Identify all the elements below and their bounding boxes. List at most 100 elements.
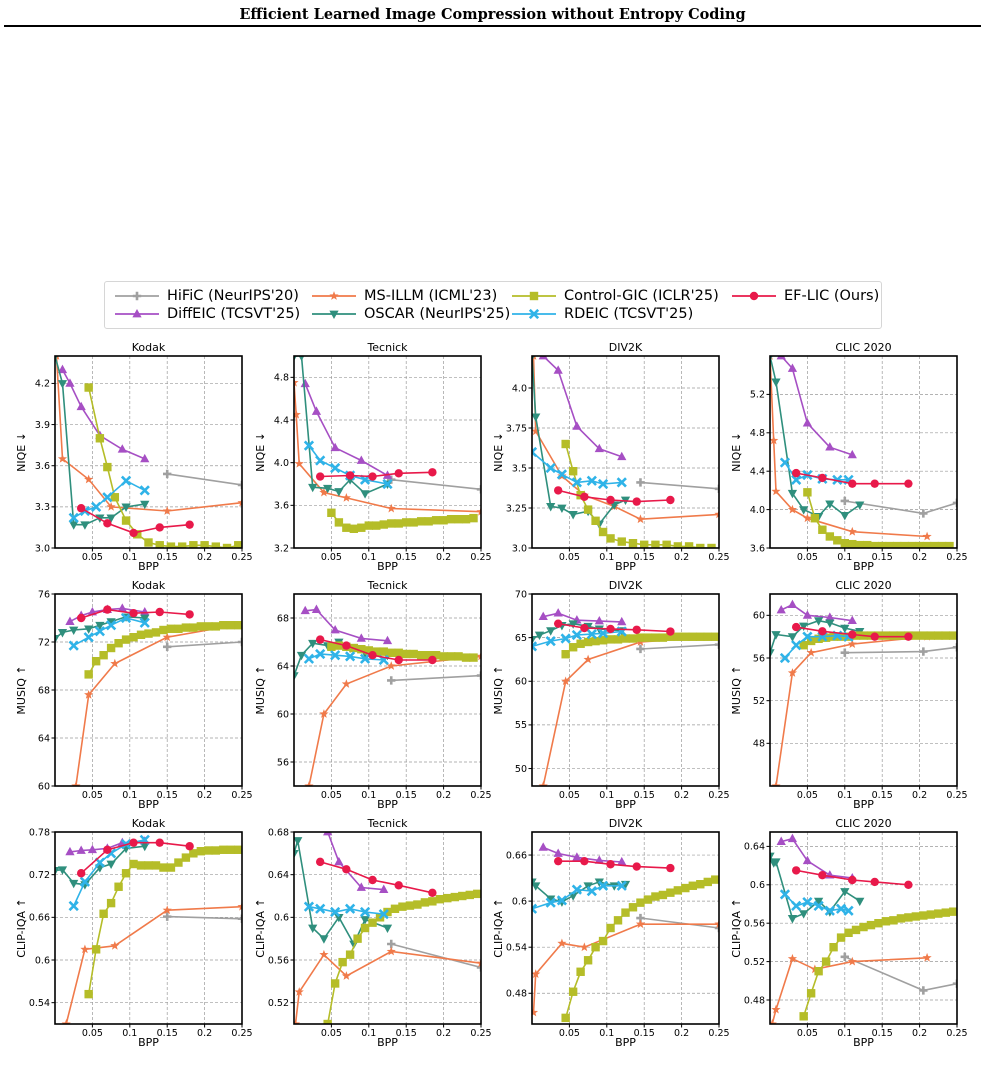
series-rdeic-tcsvt-25 (532, 626, 627, 652)
data-point (771, 858, 781, 867)
data-point (632, 625, 641, 634)
x-axis-label: BPP (377, 560, 398, 573)
data-point (840, 496, 849, 506)
data-point (907, 541, 917, 548)
data-point (120, 612, 132, 624)
data-point (606, 534, 615, 543)
y-tick-label: 55 (515, 720, 527, 731)
x-tick-label: 0.25 (231, 552, 252, 563)
data-point (315, 455, 326, 466)
data-point (435, 895, 445, 904)
series-line (294, 950, 481, 1024)
data-point (159, 625, 168, 635)
series-rdeic-tcsvt-25 (779, 889, 854, 916)
data-point (106, 898, 116, 908)
data-point (534, 631, 545, 641)
data-point (334, 518, 344, 527)
data-point (308, 924, 318, 934)
series-hific-neurips-20 (387, 939, 481, 972)
y-axis-label: CLIP-IQA ↑ (254, 898, 267, 958)
data-point (553, 856, 563, 866)
legend-swatch (115, 308, 159, 318)
data-point (636, 633, 645, 642)
series-control-gic-iclr-25 (803, 488, 954, 548)
data-point (69, 879, 79, 889)
data-point (140, 453, 150, 463)
data-point (334, 488, 344, 497)
data-point (95, 621, 105, 631)
series-ms-illm-icml-23 (55, 356, 242, 515)
data-point (779, 652, 791, 664)
data-point (330, 906, 341, 918)
chart-title: Kodak (132, 579, 166, 592)
data-point (855, 540, 864, 548)
y-tick-label: 0.66 (506, 850, 527, 861)
data-point (296, 651, 307, 661)
data-point (580, 623, 589, 633)
data-point (103, 519, 112, 528)
data-point (673, 542, 683, 548)
legend-label: Control-GIC (ICLR'25) (564, 288, 719, 304)
x-axis-label: BPP (615, 798, 636, 811)
x-tick-label: 0.1 (361, 552, 376, 563)
data-point (424, 651, 433, 660)
data-point (323, 484, 333, 494)
data-point (681, 632, 690, 641)
data-point (416, 651, 426, 660)
data-point (835, 903, 847, 914)
data-point (330, 650, 341, 661)
series-line (55, 356, 145, 526)
data-point (635, 514, 646, 524)
y-tick-label: 3.9 (35, 420, 50, 431)
data-point (155, 523, 164, 532)
data-point (394, 881, 403, 890)
data-point (99, 909, 108, 918)
x-axis-label: BPP (853, 560, 874, 573)
data-point (889, 916, 898, 925)
series-ef-lic-ours (791, 468, 913, 488)
data-point (919, 911, 928, 920)
x-tick-label: 0.1 (361, 1028, 376, 1039)
y-tick-label: 0.54 (29, 998, 50, 1009)
data-point (465, 890, 474, 900)
data-point (315, 472, 325, 481)
y-tick-label: 64 (277, 661, 289, 672)
data-point (424, 517, 433, 526)
y-tick-label: 3.6 (35, 461, 50, 472)
x-tick-label: 0.25 (470, 790, 491, 801)
data-point (222, 543, 232, 548)
plot-area (532, 842, 719, 1023)
data-point (163, 642, 172, 651)
data-point (68, 640, 79, 651)
data-point (594, 855, 604, 864)
data-point (580, 856, 589, 866)
series-control-gic-iclr-25 (84, 845, 242, 999)
data-point (840, 512, 850, 521)
data-point (83, 632, 94, 643)
data-point (379, 647, 388, 656)
data-point (159, 863, 168, 872)
plot-area (294, 832, 481, 1024)
data-point (84, 474, 94, 484)
data-point (204, 846, 213, 855)
data-point (110, 658, 120, 668)
chart-musiq-div2k: 0.05 0.1 0.15 0.2 0.25 50 55 60 65 70 DIV2K BPP MUSI… (492, 579, 730, 811)
series-line (564, 443, 712, 548)
data-point (598, 527, 608, 537)
x-tick-label: 0.2 (674, 552, 689, 563)
chart-title: Tecnick (366, 817, 408, 830)
data-point (617, 537, 626, 546)
data-point (461, 515, 471, 524)
data-point (476, 963, 481, 972)
data-point (344, 903, 356, 914)
data-point (952, 643, 957, 652)
data-point (666, 495, 675, 505)
axes-frame (769, 355, 958, 549)
series-ef-lic-ours (315, 857, 437, 897)
series-line (308, 655, 481, 786)
chart-clipiqa-kodak: 0.05 0.1 0.15 0.2 0.25 0.54 0.6 0.66 0.72 0.78 Kod… (15, 817, 253, 1049)
y-tick-label: 4.8 (274, 373, 289, 384)
x-axis-label: BPP (853, 798, 874, 811)
data-point (409, 518, 418, 527)
data-point (476, 506, 481, 516)
